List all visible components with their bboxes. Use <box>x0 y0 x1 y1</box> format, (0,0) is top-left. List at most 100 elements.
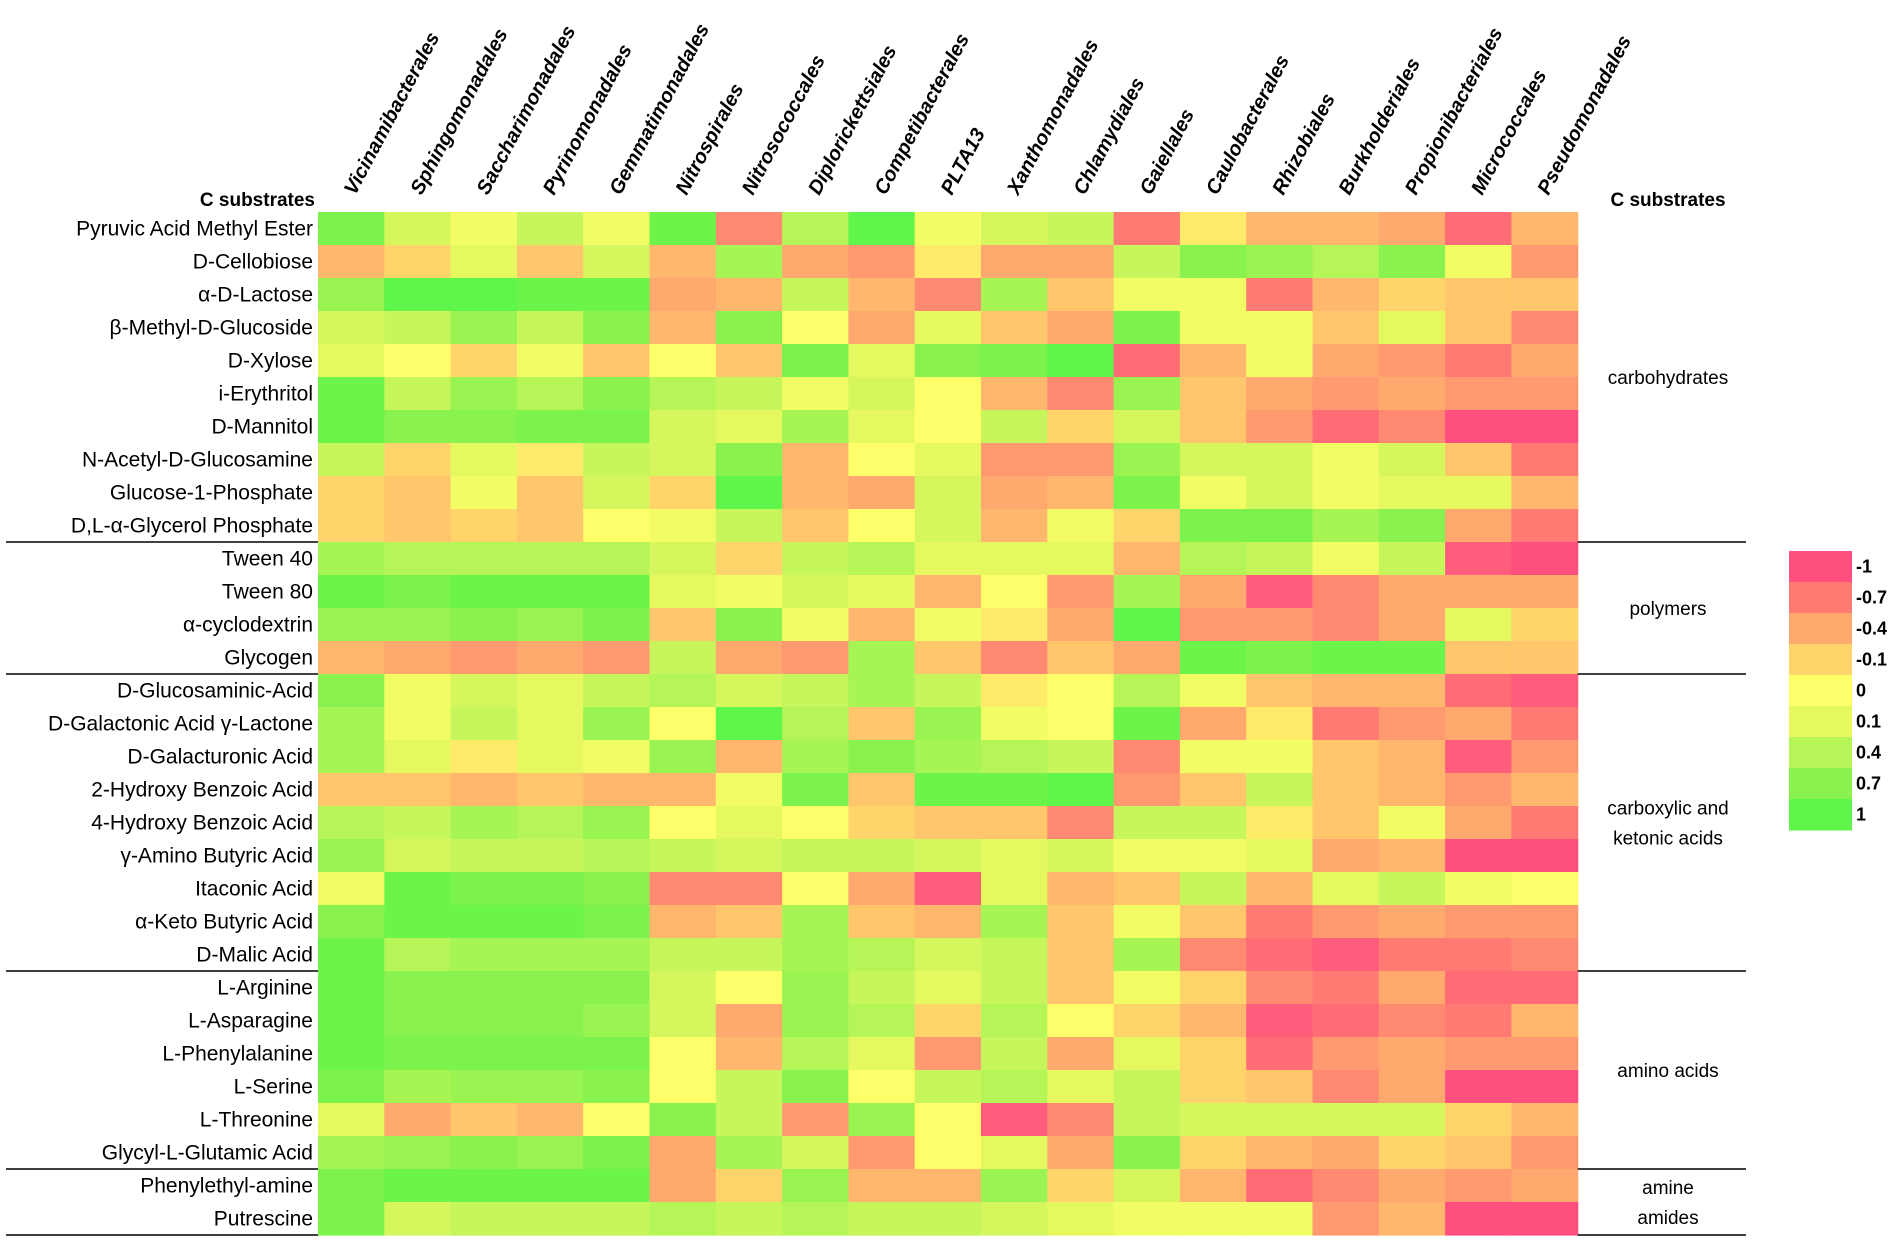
heatmap-cell <box>1047 476 1115 510</box>
heatmap-cell <box>782 707 849 741</box>
heatmap-cell <box>649 1202 717 1236</box>
heatmap-cell <box>1113 278 1181 312</box>
heatmap-cell <box>1179 1004 1247 1038</box>
heatmap-cell <box>1047 641 1115 675</box>
heatmap-cell <box>649 311 717 345</box>
heatmap-cell <box>1179 608 1247 642</box>
heatmap-cell <box>516 1202 584 1236</box>
heatmap-cell <box>1312 1202 1380 1236</box>
column-labels: VicinamibacteralesSphingomonadalesSaccha… <box>340 20 1636 199</box>
heatmap-cell <box>715 1202 783 1236</box>
heatmap-cell <box>1047 839 1115 873</box>
heatmap-cell <box>1047 938 1115 972</box>
heatmap-cell <box>981 344 1048 378</box>
heatmap-cell <box>384 344 452 378</box>
heatmap-cell <box>1113 938 1181 972</box>
legend-swatch <box>1789 582 1852 614</box>
heatmap-cell <box>914 1070 982 1104</box>
legend-swatch <box>1789 768 1852 800</box>
heatmap-cell <box>516 1169 584 1203</box>
heatmap-cell <box>914 443 982 477</box>
heatmap-cell <box>1113 608 1181 642</box>
heatmap-cell <box>715 1103 783 1137</box>
heatmap-cell <box>1047 1169 1115 1203</box>
heatmap-cell <box>782 1136 849 1170</box>
heatmap-cell <box>981 542 1048 576</box>
heatmap-cell <box>1378 872 1446 906</box>
heatmap-cell <box>1511 410 1579 444</box>
heatmap-cell <box>583 839 651 873</box>
row-label: α-D-Lactose <box>198 284 313 307</box>
heatmap-cell <box>848 377 916 411</box>
heatmap-cell <box>583 509 651 543</box>
heatmap-cell <box>1511 575 1579 609</box>
heatmap-cell <box>1445 740 1512 774</box>
heatmap-cell <box>848 641 916 675</box>
heatmap-cell <box>981 1202 1048 1236</box>
heatmap-cell <box>1445 311 1512 345</box>
heatmap-cell <box>1378 1070 1446 1104</box>
heatmap-cell <box>516 971 584 1005</box>
heatmap-cell <box>715 1037 783 1071</box>
heatmap-cell <box>715 476 783 510</box>
heatmap-cell <box>318 1136 385 1170</box>
legend-label: 0.4 <box>1856 743 1881 763</box>
heatmap-cell <box>1312 575 1380 609</box>
heatmap-cell <box>1113 443 1181 477</box>
row-label: Tween 40 <box>222 548 313 571</box>
heatmap-cell <box>1312 839 1380 873</box>
heatmap-cell <box>1047 344 1115 378</box>
heatmap-cell <box>914 806 982 840</box>
heatmap-cell <box>782 674 849 708</box>
row-label: Glycyl-L-Glutamic Acid <box>102 1142 313 1165</box>
heatmap-cell <box>516 740 584 774</box>
heatmap-cell <box>1047 740 1115 774</box>
heatmap-cell <box>1312 1103 1380 1137</box>
heatmap-cell <box>1378 839 1446 873</box>
heatmap-cell <box>318 740 385 774</box>
heatmap-cell <box>450 905 518 939</box>
column-label: Rhizobiales <box>1268 90 1340 198</box>
heatmap-cell <box>848 1037 916 1071</box>
heatmap-cell <box>1179 1103 1247 1137</box>
heatmap-cell <box>583 443 651 477</box>
heatmap-cell <box>1047 674 1115 708</box>
heatmap-cell <box>914 971 982 1005</box>
heatmap-cell <box>1113 1202 1181 1236</box>
heatmap-cell <box>1246 212 1314 246</box>
heatmap-cell <box>1047 443 1115 477</box>
heatmap-cell <box>782 641 849 675</box>
heatmap-cell <box>1511 542 1579 576</box>
heatmap-cell <box>318 311 385 345</box>
header-right: C substrates <box>1610 190 1725 211</box>
heatmap-cell <box>1047 1202 1115 1236</box>
group-label: carboxylic and <box>1607 799 1728 820</box>
heatmap-cell <box>1113 1103 1181 1137</box>
heatmap-cell <box>1378 773 1446 807</box>
heatmap-cell <box>715 311 783 345</box>
heatmap-cell <box>1511 806 1579 840</box>
row-label: L-Asparagine <box>188 1010 313 1033</box>
heatmap-cell <box>450 377 518 411</box>
heatmap-cell <box>1445 542 1512 576</box>
heatmap-cell <box>450 608 518 642</box>
heatmap-cell <box>516 278 584 312</box>
heatmap-cell <box>1511 872 1579 906</box>
heatmap-cell <box>1179 707 1247 741</box>
heatmap-cell <box>981 410 1048 444</box>
heatmap-cell <box>516 1070 584 1104</box>
heatmap-cell <box>649 1004 717 1038</box>
heatmap-cell <box>516 707 584 741</box>
heatmap-cell <box>450 476 518 510</box>
heatmap-cell <box>1378 674 1446 708</box>
heatmap-cell <box>1511 707 1579 741</box>
group-labels: carbohydrates polymers carboxylic and keton… <box>1607 368 1728 1229</box>
heatmap-cell <box>1378 1103 1446 1137</box>
heatmap-cell <box>384 1037 452 1071</box>
heatmap-cell <box>1113 905 1181 939</box>
heatmap-cell <box>1179 773 1247 807</box>
heatmap-cell <box>583 1070 651 1104</box>
row-label: Putrescine <box>214 1208 313 1231</box>
heatmap-cell <box>1378 1202 1446 1236</box>
